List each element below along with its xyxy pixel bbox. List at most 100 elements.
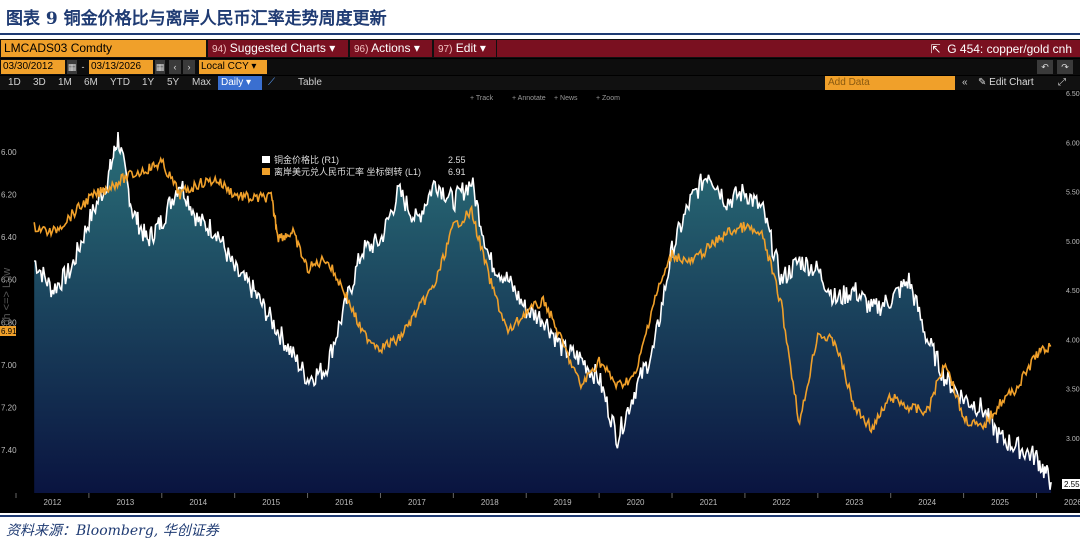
graph-title-bar: ⇱ G 454: copper/gold cnh [497,40,1080,57]
x-tick-label: 2014 [189,498,207,507]
left-tick-label: 7.00 [1,361,17,370]
pencil-icon: ✎ [978,77,987,88]
export-icon[interactable]: ⇱ [930,42,941,56]
expand-icon[interactable]: ⤢ [1058,77,1066,88]
tool-zoom[interactable]: + Zoom [596,95,620,102]
right-tick-label: 6.00 [1066,140,1080,147]
undo-icon[interactable]: ↶ [1037,60,1053,74]
ticker-field[interactable]: LMCADS03 Comdty [1,40,206,57]
suggested-charts-label: Suggested Charts [229,41,326,55]
collapse-icon[interactable]: « [962,77,968,88]
period-ytd[interactable]: YTD [110,77,130,88]
tool-news[interactable]: + News [554,95,578,102]
copper-gold-line [33,132,1052,490]
edit-menu[interactable]: 97) Edit ▾ [434,40,496,57]
right-current-label: 2.55 [1064,480,1080,489]
legend-cnh: 离岸美元兑人民币汇率 坐标倒转 (L1) [274,166,421,177]
period-bar: 1D 3D 1M 6M YTD 1Y 5Y Max Daily ▾ ⟋ Tabl… [0,76,1080,90]
line-chart-icon[interactable]: ⟋ [268,77,275,88]
left-tick-label: 6.80 [1,318,17,327]
legend: 铜金价格比 (R1) 2.55 离岸美元兑人民币汇率 坐标倒转 (L1) 6.9… [262,154,466,177]
right-tick-label: 5.00 [1066,239,1080,246]
chevron-down-icon: ▾ [329,41,336,55]
period-max[interactable]: Max [192,77,211,88]
bloomberg-terminal: LMCADS03 Comdty 94) Suggested Charts ▾ 9… [0,39,1080,513]
tool-track[interactable]: + Track [470,95,494,102]
period-1m[interactable]: 1M [58,77,72,88]
source-note: 资料来源：Bloomberg, 华创证券 [6,523,219,539]
x-tick-label: 2019 [554,498,572,507]
graph-title-text: G 454: copper/gold cnh [947,42,1072,56]
x-tick-label: 2020 [627,498,645,507]
chart-tools: + Track + Annotate + News + Zoom [470,95,620,102]
date-separator: - [81,62,85,72]
period-1y[interactable]: 1Y [142,77,155,88]
right-tick-label: 6.50 [1066,91,1080,98]
right-tick-label: 4.00 [1066,337,1080,344]
chart-area[interactable]: + Track + Annotate + News + Zoom 6.00 6.20 6.… [0,90,1080,513]
actions-label: Actions [371,41,411,55]
x-tick-label: 2026 [1064,498,1080,507]
calendar-icon[interactable]: ▦ [155,60,165,74]
chevron-down-icon: ▾ [246,77,252,88]
current-value-markers: 6.91 2.55 [0,326,1080,489]
chevron-down-icon: ▾ [479,41,486,55]
currency-select[interactable]: Local CCY ▾ [199,60,267,74]
frequency-label: Daily [221,77,244,88]
left-axis-ticks: 6.00 6.20 6.40 6.60 6.80 7.00 7.20 7.40 [1,148,17,455]
x-tick-label: 2025 [991,498,1009,507]
left-tick-label: 6.20 [1,191,17,200]
x-tick-label: 2022 [772,498,790,507]
x-tick-label: 2018 [481,498,499,507]
legend-copper-gold: 铜金价格比 (R1) [274,154,339,165]
legend-copper-gold-last: 2.55 [448,155,466,165]
date-bar: 03/30/2012 ▦ - 03/13/2026 ▦ ‹ › Local CC… [0,59,1080,75]
frequency-select[interactable]: Daily ▾ [218,76,262,90]
legend-swatch-copper-gold [262,156,270,163]
calendar-icon[interactable]: ▦ [67,60,77,74]
x-tick-label: 2012 [44,498,62,507]
edit-label: Edit [455,41,477,55]
suggested-charts-menu[interactable]: 94) Suggested Charts ▾ [208,40,348,57]
graph-title: ⇱ G 454: copper/gold cnh [931,41,1073,58]
x-tick-label: 2021 [700,498,718,507]
legend-swatch-cnh [262,168,270,175]
redo-icon[interactable]: ↷ [1057,60,1073,74]
actions-menu[interactable]: 96) Actions ▾ [350,40,432,57]
end-date-field[interactable]: 03/13/2026 [89,60,153,74]
x-tick-label: 2024 [918,498,936,507]
period-1d[interactable]: 1D [8,77,21,88]
left-tick-label: 6.40 [1,233,17,242]
period-6m[interactable]: 6M [84,77,98,88]
edit-chart-button[interactable]: ✎ Edit Chart [978,76,1034,90]
x-tick-label: 2017 [408,498,426,507]
figure-title: 图表 9 铜金价格比与离岸人民币汇率走势周度更新 [6,9,387,29]
x-tick-label: 2015 [262,498,280,507]
chevron-down-icon: ▾ [251,61,257,72]
add-data-input[interactable]: Add Data [825,76,955,90]
table-button[interactable]: Table [298,77,322,88]
left-tick-label: 6.60 [1,276,17,285]
x-tick-label: 2023 [845,498,863,507]
legend-cnh-last: 6.91 [448,167,466,177]
prev-period-icon[interactable]: ‹ [169,60,181,74]
start-date-field[interactable]: 03/30/2012 [1,60,65,74]
right-tick-label: 4.50 [1066,288,1080,295]
footer-rule [0,515,1080,517]
period-5y[interactable]: 5Y [167,77,180,88]
chevron-down-icon: ▾ [413,41,420,55]
right-axis-ticks: 6.50 6.00 5.50 5.00 4.50 4.00 3.50 3.00 2.55 [1066,91,1080,487]
next-period-icon[interactable]: › [183,60,195,74]
left-tick-label: 7.20 [1,403,17,412]
right-tick-label: 3.00 [1066,436,1080,443]
right-current-marker [1062,479,1080,489]
x-tick-label: 2016 [335,498,353,507]
currency-label: Local CCY [201,61,249,72]
tool-annotate[interactable]: + Annotate [512,95,546,102]
left-current-label: 6.91 [1,327,17,336]
left-current-marker [0,326,16,336]
period-3d[interactable]: 3D [33,77,46,88]
gridlines [15,493,1037,498]
edit-num: 97) [438,44,453,55]
right-tick-label: 5.50 [1066,190,1080,197]
